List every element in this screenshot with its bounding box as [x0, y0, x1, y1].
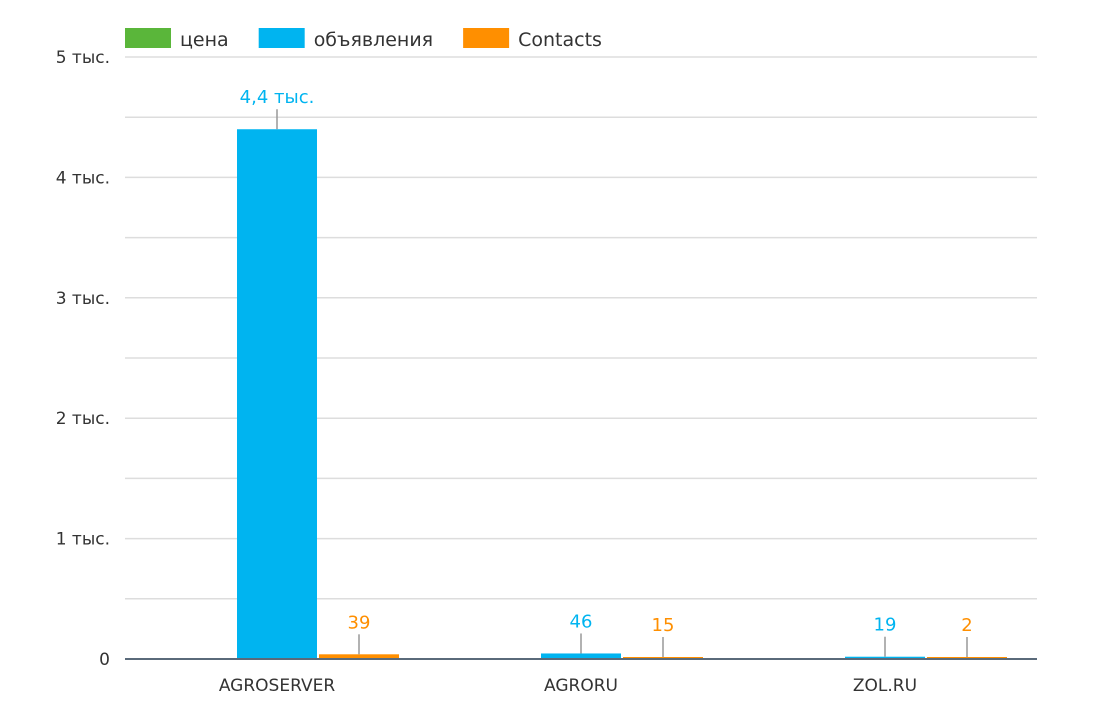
y-tick-label: 4 тыс. [56, 168, 110, 188]
data-label: 15 [652, 615, 675, 636]
chart-legend: цена объявления Contacts [125, 28, 602, 51]
label-leader-lines [276, 109, 968, 657]
y-tick-label: 3 тыс. [56, 289, 110, 309]
bar [845, 656, 925, 659]
bar [237, 129, 317, 660]
category-label: AGRORU [544, 676, 618, 696]
legend-swatch [125, 28, 171, 48]
bar [319, 654, 399, 659]
data-label: 46 [570, 611, 593, 632]
bars [237, 129, 1007, 660]
bar [541, 653, 621, 659]
y-tick-label: 2 тыс. [56, 409, 110, 429]
y-tick-label: 5 тыс. [56, 48, 110, 68]
category-label: AGROSERVER [219, 676, 335, 696]
legend-label: объявления [314, 29, 433, 51]
legend-swatch [258, 28, 305, 48]
data-label: 4,4 тыс. [240, 87, 315, 108]
data-label: 39 [348, 612, 371, 633]
data-label: 2 [961, 615, 972, 636]
legend-label: Contacts [518, 29, 602, 51]
category-label: ZOL.RU [853, 676, 917, 696]
legend-label: цена [180, 29, 229, 51]
y-axis-tick-labels: 0 1 тыс. 2 тыс. 3 тыс. 4 тыс. 5 тыс. [56, 48, 110, 670]
y-tick-label: 0 [99, 650, 110, 670]
data-label: 19 [874, 615, 897, 636]
x-axis-category-labels: AGROSERVER AGRORU ZOL.RU [219, 676, 917, 696]
y-tick-label: 1 тыс. [56, 530, 110, 550]
legend-swatch [463, 28, 510, 48]
data-labels: 4,4 тыс. 39 46 15 19 2 [240, 87, 973, 636]
